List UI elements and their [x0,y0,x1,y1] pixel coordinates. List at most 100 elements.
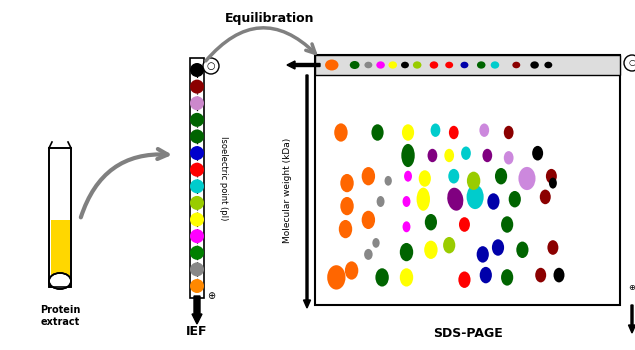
Ellipse shape [404,171,412,182]
FancyArrowPatch shape [81,149,168,217]
Ellipse shape [345,261,358,280]
Ellipse shape [445,62,453,68]
Bar [49,148,71,287]
Ellipse shape [190,163,204,177]
Ellipse shape [427,149,438,162]
Bar [315,55,620,305]
Ellipse shape [509,191,521,208]
Text: ○: ○ [207,61,215,71]
Ellipse shape [477,246,489,262]
Ellipse shape [402,124,414,141]
Ellipse shape [501,216,513,233]
Ellipse shape [461,147,471,160]
Ellipse shape [546,169,557,183]
Ellipse shape [385,176,392,186]
FancyArrow shape [192,296,202,324]
Text: ○: ○ [629,58,635,68]
Ellipse shape [418,170,431,187]
Ellipse shape [540,190,551,204]
Ellipse shape [424,241,438,259]
Text: Molecular weight (kDa): Molecular weight (kDa) [283,137,291,243]
Ellipse shape [443,237,455,253]
Ellipse shape [431,124,440,137]
Ellipse shape [364,62,372,68]
Ellipse shape [624,55,635,71]
Bar [49,148,71,287]
Ellipse shape [544,62,552,68]
Text: Equilibration: Equilibration [225,12,315,25]
Ellipse shape [479,124,489,137]
Ellipse shape [430,61,438,69]
FancyArrow shape [629,305,635,333]
Ellipse shape [460,62,469,68]
Text: ⊕: ⊕ [629,282,635,292]
Text: Isoelectric point (pI): Isoelectric point (pI) [219,136,228,220]
Ellipse shape [190,96,204,110]
Ellipse shape [362,167,375,186]
Ellipse shape [190,212,204,226]
Ellipse shape [425,214,437,230]
Ellipse shape [483,149,492,162]
Ellipse shape [444,149,454,162]
Ellipse shape [190,113,204,127]
Ellipse shape [372,238,380,248]
Bar [51,220,69,282]
Ellipse shape [400,268,413,287]
Ellipse shape [49,273,71,289]
Ellipse shape [504,126,514,139]
Ellipse shape [467,185,484,209]
Ellipse shape [190,246,204,260]
Ellipse shape [377,196,385,207]
Ellipse shape [327,265,345,289]
Ellipse shape [518,167,535,190]
Ellipse shape [467,172,480,190]
Ellipse shape [401,144,415,167]
Ellipse shape [401,62,409,68]
Ellipse shape [549,177,557,189]
Ellipse shape [492,239,504,256]
Ellipse shape [516,241,528,258]
Text: IEF: IEF [186,325,208,338]
Ellipse shape [504,151,514,164]
Ellipse shape [403,196,410,207]
FancyArrow shape [304,75,311,308]
Text: SDS-PAGE: SDS-PAGE [432,327,502,340]
Ellipse shape [495,168,507,184]
Ellipse shape [535,268,546,282]
Ellipse shape [375,268,389,287]
Bar [190,58,204,298]
Ellipse shape [339,220,352,238]
Ellipse shape [491,61,499,69]
Ellipse shape [554,268,565,282]
Ellipse shape [190,279,204,293]
Ellipse shape [477,61,486,69]
Ellipse shape [403,221,410,232]
Ellipse shape [417,188,430,211]
Ellipse shape [449,126,458,139]
Ellipse shape [479,267,492,284]
Ellipse shape [51,274,69,288]
Ellipse shape [389,61,397,69]
Ellipse shape [364,249,373,260]
Ellipse shape [400,243,413,261]
Ellipse shape [487,193,500,210]
FancyArrow shape [287,61,320,69]
Ellipse shape [190,179,204,193]
Ellipse shape [190,130,204,144]
Ellipse shape [448,169,459,183]
FancyArrowPatch shape [206,28,315,61]
Ellipse shape [371,124,384,141]
Ellipse shape [413,61,422,69]
Ellipse shape [340,174,354,192]
Ellipse shape [377,61,385,69]
Ellipse shape [447,188,464,211]
Ellipse shape [190,262,204,276]
Ellipse shape [459,217,470,232]
Ellipse shape [51,274,69,288]
Text: ⊕: ⊕ [207,291,215,301]
Ellipse shape [190,196,204,210]
Ellipse shape [190,79,204,93]
Ellipse shape [334,123,347,142]
Ellipse shape [340,197,354,215]
Ellipse shape [512,62,520,68]
